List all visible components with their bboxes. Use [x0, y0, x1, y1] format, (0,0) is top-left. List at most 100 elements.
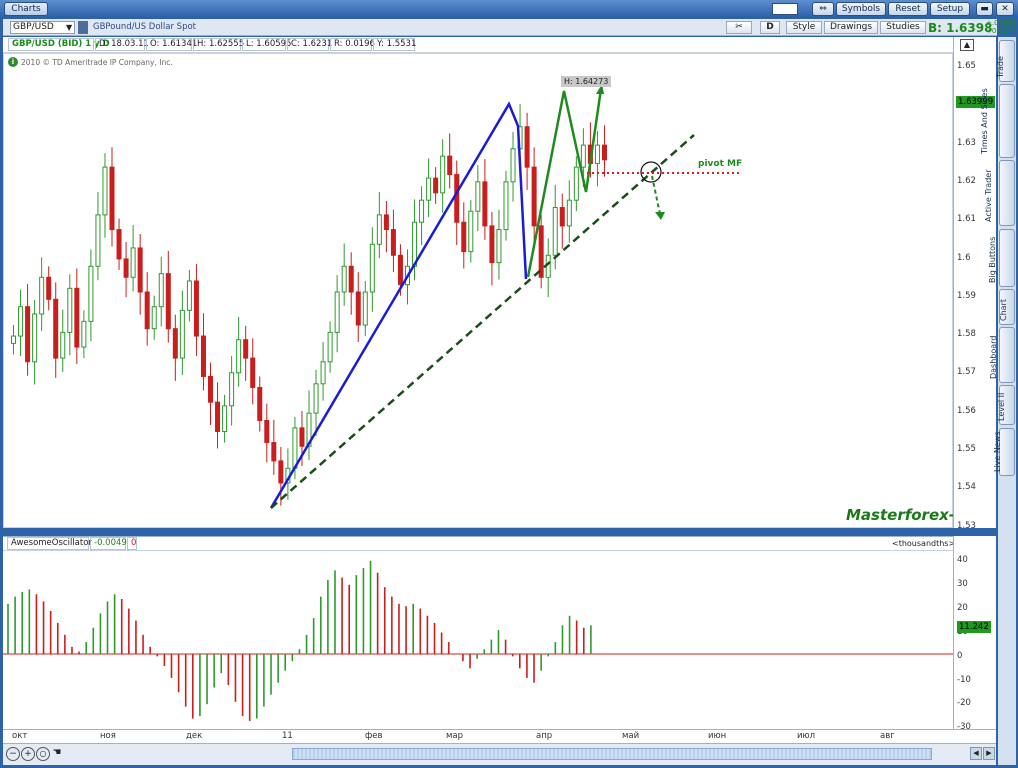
right-tab-label: Level II: [997, 392, 1006, 421]
candle-body: [292, 427, 298, 469]
chart-settings-icon[interactable]: ▲: [960, 39, 974, 51]
studies-button[interactable]: Studies: [880, 21, 926, 34]
candle-body: [341, 265, 347, 293]
oscillator-name[interactable]: AwesomeOscillator: [7, 537, 92, 550]
scroll-right-icon[interactable]: ▶: [983, 747, 995, 760]
period-button[interactable]: D: [760, 21, 780, 34]
right-tab-level-ii[interactable]: Level II: [997, 385, 1015, 425]
time-tick-label: июл: [797, 731, 816, 741]
charts-tab[interactable]: Charts: [4, 2, 48, 16]
zoom-in-icon[interactable]: +: [21, 747, 35, 761]
candle-body: [580, 144, 586, 168]
right-tab-chart[interactable]: Chart: [999, 289, 1015, 325]
price-tick-label: 1.58: [957, 329, 976, 340]
setup-button[interactable]: Setup: [930, 2, 970, 16]
candle-body: [208, 375, 214, 403]
price-axis: ▲: [953, 37, 996, 528]
right-tab-active-trader[interactable]: Active Trader: [984, 160, 1015, 226]
symbol-dropdown-icon[interactable]: ▼: [66, 23, 73, 32]
candle-body: [137, 247, 143, 293]
candle-body: [116, 229, 122, 260]
candle-body: [186, 280, 192, 311]
candle-body: [229, 372, 235, 407]
green-dashed-trendline: [270, 134, 695, 509]
candle-body: [74, 287, 80, 348]
right-tab-big-buttons[interactable]: Big Buttons: [988, 229, 1015, 287]
bid-price: B: 1.6398: [928, 21, 993, 35]
link-button[interactable]: ⇔: [812, 2, 834, 16]
open-readout: O: 1.61341: [146, 38, 197, 51]
oscillator-last-value: 11.242: [957, 621, 991, 633]
price-tick-label: 1.59: [957, 290, 976, 301]
right-tab-label: Times And Sales: [980, 88, 989, 154]
symbol-lookup-icon[interactable]: [78, 21, 88, 34]
price-tick-label: 1.54: [957, 482, 976, 493]
minimize-icon[interactable]: ▬: [976, 2, 993, 16]
candle-body: [355, 291, 361, 326]
candle-body: [264, 420, 270, 444]
scroll-left-icon[interactable]: ◀: [970, 747, 982, 760]
info-icon[interactable]: i: [8, 57, 18, 67]
range-readout: R: 0.0196: [330, 38, 375, 51]
candle-body: [397, 254, 403, 286]
candle-body: [250, 357, 256, 388]
candle-body: [88, 265, 94, 322]
candle-body: [313, 383, 319, 414]
right-tab-times-and-sales[interactable]: Times And Sales: [980, 84, 1015, 158]
candle-body: [419, 199, 425, 223]
blue-trend-line: [269, 101, 528, 509]
candle-body: [496, 229, 502, 264]
symbols-button[interactable]: Symbols: [836, 2, 886, 16]
right-tab-dashboard[interactable]: Dashboard: [989, 327, 1015, 383]
chart-title: GBP/USD (BID) 1 y D: [8, 38, 110, 51]
scroll-thumb[interactable]: [292, 748, 932, 760]
oscillator-tick-label: -20: [957, 698, 971, 709]
zoom-out-icon[interactable]: −: [6, 747, 20, 761]
oscillator-tick-label: 30: [957, 578, 968, 589]
candle-body: [11, 335, 17, 344]
candle-body: [95, 214, 101, 267]
candle-body: [334, 291, 340, 333]
candle-body: [60, 331, 66, 359]
candle-body: [257, 386, 263, 422]
candle-body: [25, 306, 31, 363]
candle-body: [271, 442, 277, 462]
right-tab-trade[interactable]: Trade: [996, 40, 1015, 82]
style-button[interactable]: Style: [786, 21, 822, 34]
zoom-reset-icon[interactable]: ○: [36, 747, 50, 761]
candle-body: [433, 177, 439, 194]
candle-body: [172, 328, 178, 359]
price-chart-area[interactable]: [3, 53, 953, 528]
candle-body: [109, 166, 115, 231]
candle-body: [243, 339, 249, 359]
window-color-swatch[interactable]: [772, 3, 798, 15]
y-readout: Y: 1.5531: [373, 38, 416, 51]
right-tab-live-news[interactable]: Live News: [993, 428, 1015, 476]
right-tab-label: Chart: [999, 299, 1008, 321]
price-tick-label: 1.56: [957, 405, 976, 416]
time-tick-label: ноя: [100, 731, 116, 741]
price-tick-label: 1.53: [957, 520, 976, 531]
symbol-input[interactable]: GBP/USD: [10, 21, 75, 34]
candle-body: [193, 280, 199, 337]
change-percent: +0.62 %: [986, 27, 1017, 35]
oscillator-chart-area[interactable]: [3, 551, 953, 729]
candle-body: [130, 247, 136, 278]
candle-body: [601, 144, 607, 161]
change-absolute: +.00646: [986, 19, 1017, 27]
close-icon[interactable]: ✕: [996, 2, 1014, 16]
price-tick-label: 1.61: [957, 214, 976, 225]
candle-body: [320, 361, 326, 385]
oscillator-units: <thousandths>: [892, 539, 956, 548]
candle-body: [299, 427, 305, 447]
drawings-button[interactable]: Drawings: [824, 21, 878, 34]
low-readout: L: 1.60595: [242, 38, 291, 51]
tools-icon[interactable]: ✂: [726, 21, 752, 34]
candle-body: [39, 276, 45, 315]
candle-body: [123, 258, 129, 278]
pan-hand-icon[interactable]: ☚: [52, 747, 62, 758]
candle-body: [390, 229, 396, 256]
right-tab-label: Active Trader: [984, 169, 993, 222]
reset-button[interactable]: Reset: [888, 2, 928, 16]
candle-body: [144, 291, 150, 330]
